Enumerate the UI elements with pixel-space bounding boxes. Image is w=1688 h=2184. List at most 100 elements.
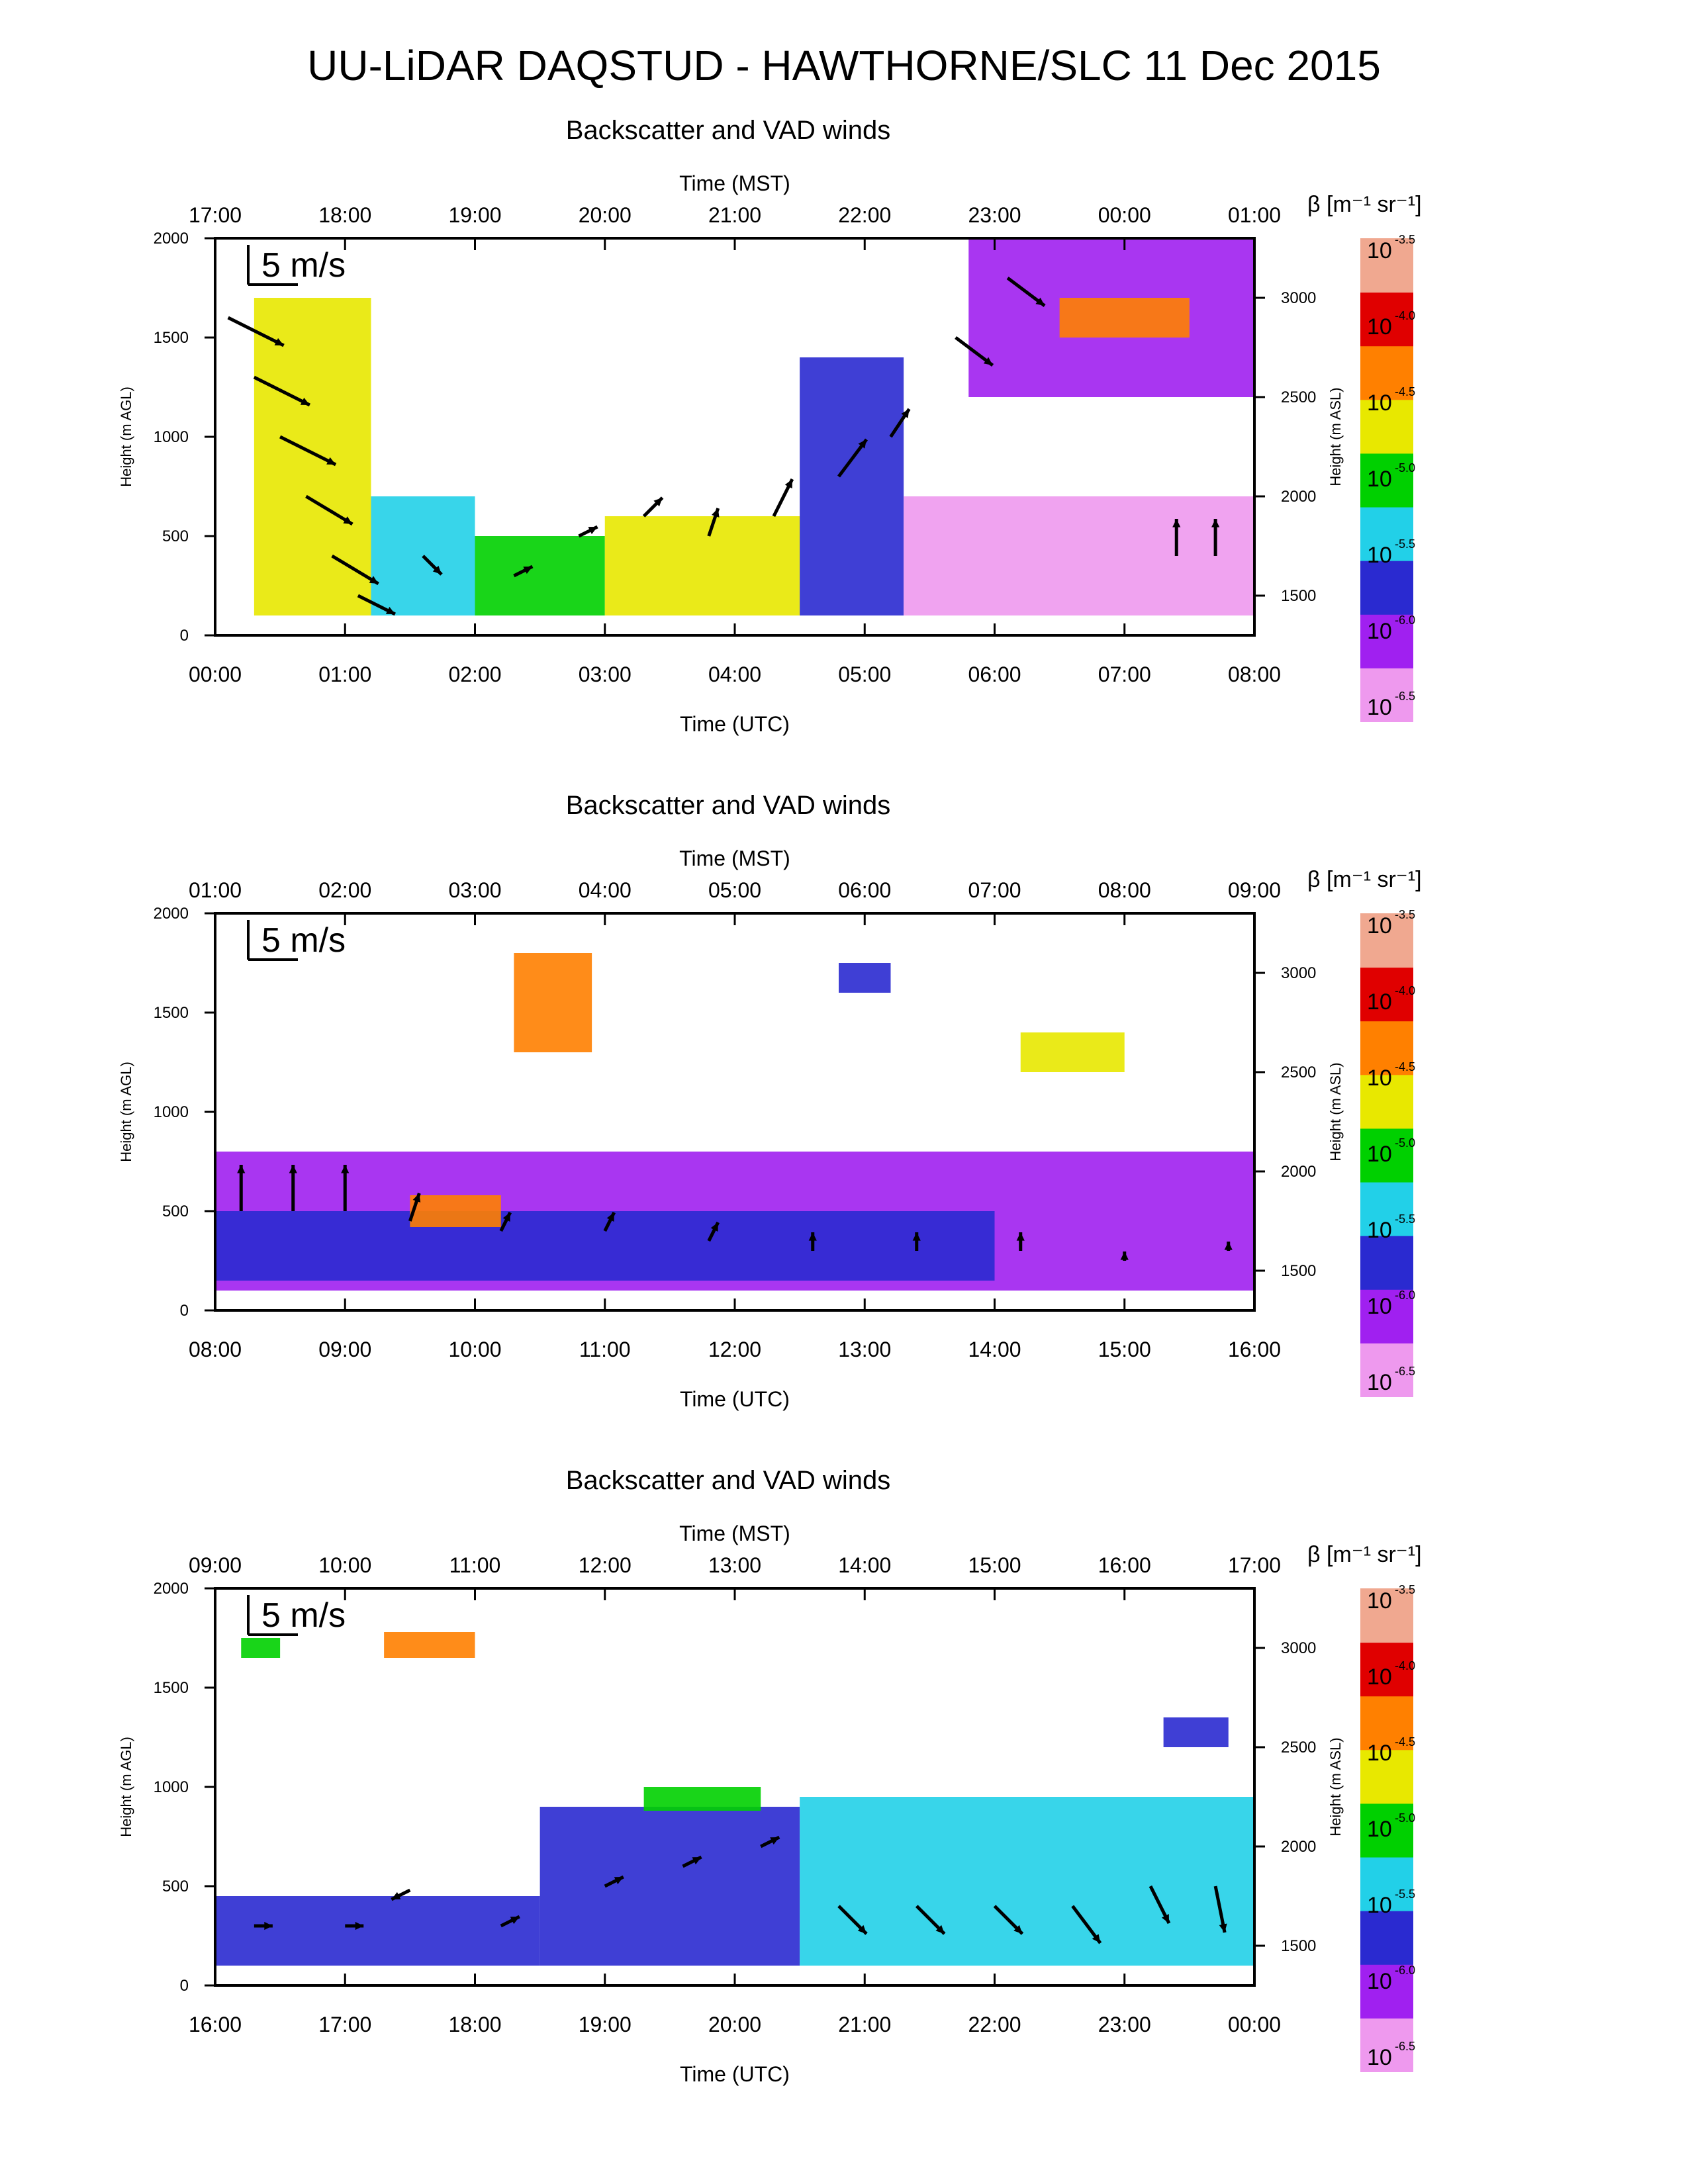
y-tick-label-left: 1500: [154, 329, 189, 347]
wind-arrowhead: [588, 527, 598, 535]
colorbar-swatch: [1360, 1803, 1413, 1858]
x-tick-label-top: 21:00: [708, 203, 761, 227]
colorbar-tick-exponent: -4.0: [1395, 984, 1415, 997]
wind-arrowhead: [857, 1925, 867, 1934]
colorbar-tick-base: 10: [1367, 1294, 1392, 1319]
wind-arrowhead: [355, 1921, 364, 1931]
x-tick-label-top: 23:00: [968, 203, 1021, 227]
colorbar-swatch: [1360, 1235, 1413, 1290]
colorbar-tick-exponent: -6.5: [1395, 690, 1415, 703]
backscatter-cell: [1020, 1032, 1125, 1072]
x-tick-label-top: 10:00: [318, 1553, 371, 1577]
x-tick-label-top: 06:00: [838, 878, 891, 902]
y-tick-label-left: 2000: [154, 1580, 189, 1598]
backscatter-field: [215, 953, 1254, 1291]
x-tick-label-bottom: 04:00: [708, 662, 761, 686]
colorbar-tick-exponent: -4.5: [1395, 1735, 1415, 1749]
y-tick-label-left: 1500: [154, 1004, 189, 1022]
colorbar-swatch: [1360, 1021, 1413, 1075]
x-tick-label-bottom: 19:00: [579, 2013, 632, 2036]
y-tick-label-right: 2000: [1281, 1838, 1316, 1856]
wind-arrowhead: [606, 1212, 614, 1222]
x-tick-label-top: 11:00: [449, 1553, 501, 1577]
x-tick-label-bottom: 14:00: [968, 1338, 1021, 1361]
x-tick-label-bottom: 12:00: [708, 1338, 761, 1361]
colorbar-label: β [m⁻¹ sr⁻¹]: [1307, 1542, 1422, 1567]
x-tick-label-bottom: 00:00: [189, 662, 242, 686]
colorbar-swatch: [1360, 1642, 1413, 1697]
colorbar-tick-base: 10: [1367, 1817, 1392, 1842]
colorbar-tick-base: 10: [1367, 619, 1392, 644]
backscatter-cell: [643, 1787, 761, 1811]
x-axis-label-top: Time (MST): [679, 846, 790, 870]
y-tick-label-left: 1000: [154, 1103, 189, 1121]
colorbar-swatch: [1360, 2017, 1413, 2072]
backscatter-cell: [800, 357, 904, 615]
colorbar-swatch: [1360, 667, 1413, 722]
y-tick-label-left: 500: [162, 1878, 189, 1895]
chart-svg: Backscatter and VAD winds Time (MST) Time …: [118, 791, 1422, 1411]
x-tick-label-top: 01:00: [1228, 203, 1281, 227]
wind-scale-label: 5 m/s: [261, 1596, 346, 1635]
colorbar-tick-exponent: -5.0: [1395, 461, 1415, 475]
colorbar-tick-base: 10: [1367, 2045, 1392, 2070]
chart-svg: Backscatter and VAD winds Time (MST) Time …: [118, 1466, 1422, 2086]
chart-svg: Backscatter and VAD winds Time (MST) Time …: [118, 116, 1422, 736]
y-axis-label-left: Height (m AGL): [118, 387, 134, 487]
colorbar-swatch: [1360, 506, 1413, 561]
x-tick-label-bottom: 06:00: [968, 662, 1021, 686]
x-tick-label-bottom: 17:00: [318, 2013, 371, 2036]
colorbar-label: β [m⁻¹ sr⁻¹]: [1307, 867, 1422, 892]
x-tick-label-top: 01:00: [189, 878, 242, 902]
x-tick-label-top: 02:00: [318, 878, 371, 902]
y-tick-label-left: 1500: [154, 1679, 189, 1697]
colorbar-tick-exponent: -6.5: [1395, 1365, 1415, 1378]
x-tick-label-top: 22:00: [838, 203, 891, 227]
wind-vectors: [237, 1165, 1233, 1261]
colorbar-tick-base: 10: [1367, 989, 1392, 1015]
y-tick-label-left: 2000: [154, 905, 189, 923]
backscatter-cell: [384, 1632, 475, 1658]
colorbar-swatch: [1360, 1588, 1413, 1643]
wind-arrowhead: [935, 1925, 945, 1934]
colorbar-tick-exponent: -4.5: [1395, 1060, 1415, 1073]
wind-arrowhead: [1219, 1923, 1227, 1933]
wind-arrowhead: [343, 516, 353, 524]
colorbar-swatch: [1360, 292, 1413, 347]
y-tick-label-right: 1500: [1281, 1262, 1316, 1280]
x-tick-label-top: 20:00: [579, 203, 632, 227]
y-tick-label-right: 2500: [1281, 1739, 1316, 1756]
page-title: UU-LiDAR DAQSTUD - HAWTHORNE/SLC 11 Dec …: [307, 42, 1381, 89]
backscatter-field: [215, 1632, 1254, 1966]
x-tick-label-top: 09:00: [189, 1553, 242, 1577]
wind-arrowhead: [710, 1222, 718, 1232]
wind-arrowhead: [264, 1921, 273, 1931]
x-axis-label-bottom: Time (UTC): [680, 712, 790, 736]
colorbar-swatch: [1360, 1696, 1413, 1751]
x-tick-label-bottom: 16:00: [1228, 1338, 1281, 1361]
wind-arrowhead: [1172, 519, 1181, 527]
colorbar-tick-base: 10: [1367, 1370, 1392, 1395]
wind-arrowhead: [653, 498, 663, 507]
wind-arrowhead: [692, 1857, 702, 1865]
colorbar-tick-exponent: -4.0: [1395, 1659, 1415, 1672]
y-tick-label-left: 2000: [154, 230, 189, 248]
colorbar-tick-base: 10: [1367, 390, 1392, 416]
y-tick-label-right: 2500: [1281, 1064, 1316, 1081]
wind-arrowhead: [289, 1165, 297, 1173]
x-tick-label-top: 04:00: [579, 878, 632, 902]
backscatter-cell: [1163, 1717, 1229, 1747]
colorbar-tick-base: 10: [1367, 913, 1392, 938]
x-tick-label-bottom: 22:00: [968, 2013, 1021, 2036]
wind-vectors: [227, 277, 1220, 616]
colorbar-swatch: [1360, 453, 1413, 508]
colorbar-label: β [m⁻¹ sr⁻¹]: [1307, 192, 1422, 217]
x-tick-label-bottom: 13:00: [838, 1338, 891, 1361]
colorbar-swatch: [1360, 1964, 1413, 2019]
y-axis-label-right: Height (m ASL): [1327, 1062, 1344, 1161]
x-tick-label-bottom: 16:00: [189, 2013, 242, 2036]
x-tick-label-top: 07:00: [968, 878, 1021, 902]
y-tick-label-left: 1000: [154, 428, 189, 446]
colorbar-swatch: [1360, 967, 1413, 1022]
backscatter-cell: [215, 1211, 995, 1281]
